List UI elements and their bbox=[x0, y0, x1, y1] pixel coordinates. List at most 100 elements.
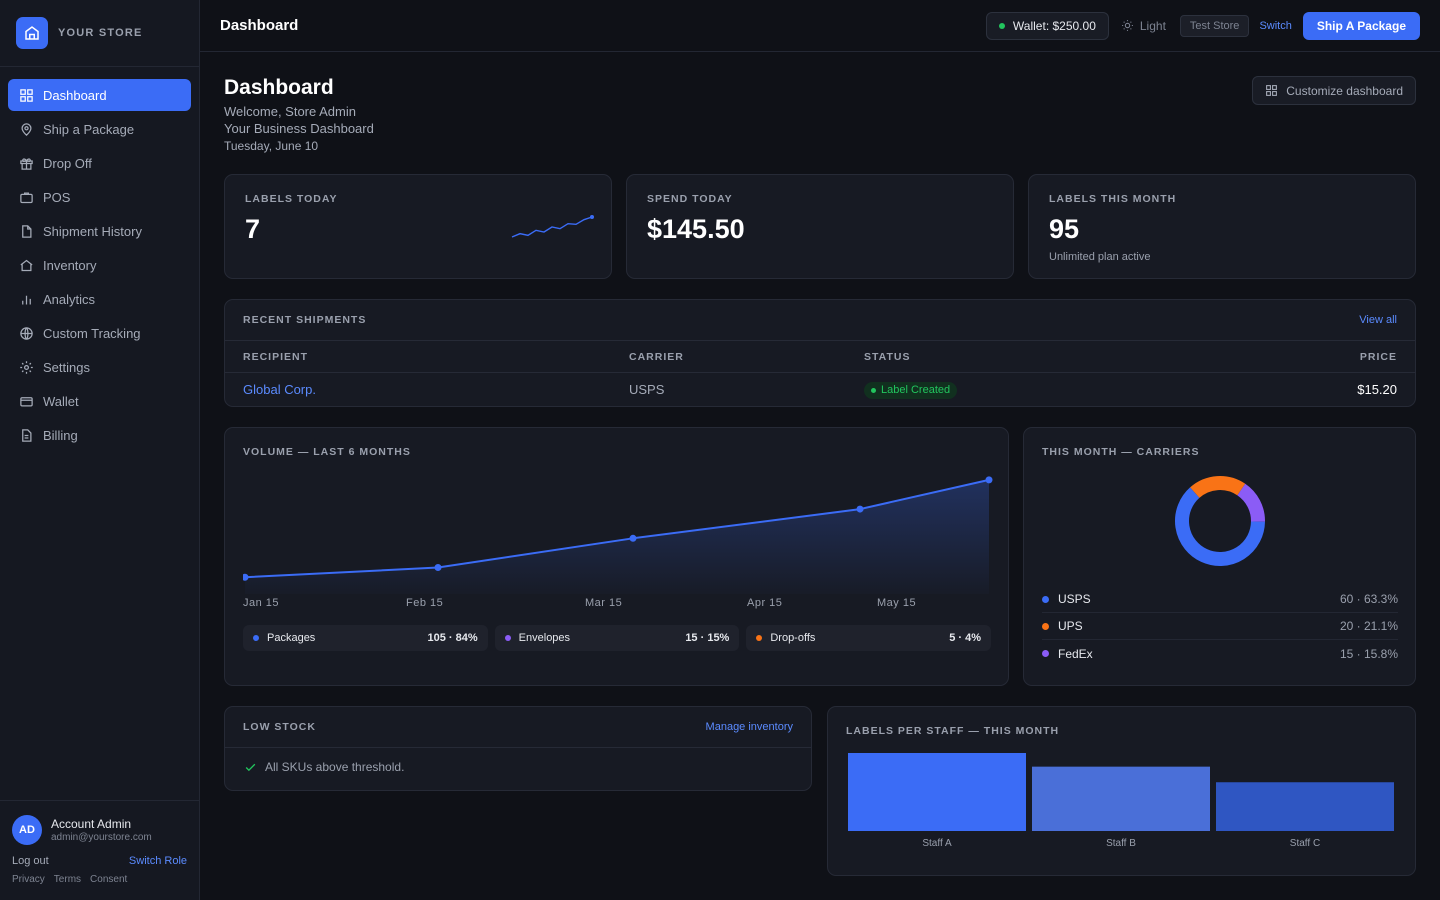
column-header-carrier[interactable]: CARRIER bbox=[629, 350, 684, 363]
legend-value: 15 · 15% bbox=[685, 632, 730, 644]
store-logo-icon[interactable] bbox=[16, 17, 48, 49]
sidebar-item-shipment-history[interactable]: Shipment History bbox=[8, 215, 191, 247]
donut-slice-usps bbox=[1175, 487, 1265, 566]
bar-label: Staff C bbox=[1290, 838, 1320, 849]
card-title: VOLUME — LAST 6 MONTHS bbox=[243, 446, 411, 458]
recipient-link[interactable]: Global Corp. bbox=[243, 382, 316, 397]
stat-label: LABELS THIS MONTH bbox=[1049, 193, 1177, 205]
card-title: RECENT SHIPMENTS bbox=[243, 314, 367, 326]
gear-icon bbox=[18, 359, 34, 375]
account-email: admin@yourstore.com bbox=[51, 832, 152, 843]
sidebar-item-analytics[interactable]: Analytics bbox=[8, 283, 191, 315]
price-cell: $15.20 bbox=[1357, 382, 1397, 397]
sidebar: YOUR STORE Dashboard Ship a Package Drop… bbox=[0, 0, 200, 900]
legend-name: Drop-offs bbox=[770, 632, 816, 644]
theme-toggle[interactable]: Light bbox=[1121, 19, 1166, 33]
legend-dot-icon bbox=[1042, 622, 1049, 630]
column-header-price[interactable]: PRICE bbox=[1359, 350, 1397, 363]
sidebar-item-label: Custom Tracking bbox=[43, 325, 141, 341]
file-icon bbox=[18, 223, 34, 239]
customize-dashboard-button[interactable]: Customize dashboard bbox=[1252, 76, 1416, 105]
ship-package-button[interactable]: Ship A Package bbox=[1302, 11, 1420, 40]
sidebar-item-billing[interactable]: Billing bbox=[8, 419, 191, 451]
column-header-status[interactable]: STATUS bbox=[864, 350, 911, 363]
sidebar-item-settings[interactable]: Settings bbox=[8, 351, 191, 383]
sidebar-item-dashboard[interactable]: Dashboard bbox=[8, 79, 191, 111]
sparkline-chart bbox=[511, 215, 594, 238]
carriers-list: USPS 60 · 63.3% UPS 20 · 21.1% FedEx 15 … bbox=[1042, 586, 1398, 667]
status-dot-icon bbox=[998, 22, 1005, 29]
manage-inventory-link[interactable]: Manage inventory bbox=[705, 721, 793, 733]
legend-dot-icon bbox=[504, 635, 511, 641]
stat-label: SPEND TODAY bbox=[647, 193, 733, 205]
status-badge: Label Created bbox=[864, 381, 958, 399]
low-stock-message: All SKUs above threshold. bbox=[265, 760, 405, 774]
list-item: USPS 60 · 63.3% bbox=[1042, 586, 1398, 613]
carrier-name: FedEx bbox=[1058, 646, 1093, 661]
check-icon bbox=[244, 761, 257, 774]
document-icon bbox=[18, 427, 34, 443]
x-tick-label: Mar 15 bbox=[585, 597, 623, 609]
list-item: FedEx 15 · 15.8% bbox=[1042, 640, 1398, 667]
bar-staff-a bbox=[848, 753, 1026, 831]
switch-role-link[interactable]: Switch Role bbox=[128, 855, 187, 867]
sidebar-item-label: Drop Off bbox=[43, 155, 92, 171]
stat-card-labels-month: LABELS THIS MONTH 95 Unlimited plan acti… bbox=[1028, 174, 1416, 279]
legend-value: 5 · 4% bbox=[949, 632, 982, 644]
bar-label: Staff A bbox=[922, 838, 952, 849]
topbar: Dashboard Wallet: $250.00 Light Test Sto… bbox=[200, 0, 1440, 52]
bar-label: Staff B bbox=[1106, 838, 1136, 849]
column-header-recipient[interactable]: RECIPIENT bbox=[243, 350, 309, 363]
bar-staff-b bbox=[1032, 766, 1210, 831]
legend-item-packages[interactable]: Packages 105 · 84% bbox=[243, 625, 488, 651]
legend-item-drop-offs[interactable]: Drop-offs 5 · 4% bbox=[746, 625, 992, 651]
sidebar-item-drop-off[interactable]: Drop Off bbox=[8, 147, 191, 179]
list-item: UPS 20 · 21.1% bbox=[1042, 613, 1398, 640]
sidebar-item-label: Ship a Package bbox=[43, 121, 135, 137]
terms-link[interactable]: Terms bbox=[53, 874, 82, 885]
wallet-balance-button[interactable]: Wallet: $250.00 bbox=[985, 11, 1109, 40]
staff-bar-chart: Staff A Staff B Staff C bbox=[848, 753, 1394, 849]
sidebar-item-ship-a-package[interactable]: Ship a Package bbox=[8, 113, 191, 145]
grid-icon bbox=[1265, 84, 1278, 97]
bar-chart-icon bbox=[18, 291, 34, 307]
consent-link[interactable]: Consent bbox=[90, 874, 128, 885]
logout-link[interactable]: Log out bbox=[12, 855, 49, 867]
volume-chart-card: VOLUME — LAST 6 MONTHS Jan 15 Feb 15 Mar… bbox=[224, 427, 1009, 686]
account-name: Account Admin bbox=[51, 817, 132, 831]
legend-name: Envelopes bbox=[518, 632, 571, 644]
privacy-link[interactable]: Privacy bbox=[12, 874, 45, 885]
sun-icon bbox=[1121, 19, 1134, 32]
stat-value: 7 bbox=[245, 214, 261, 244]
legend-value: 105 · 84% bbox=[427, 632, 478, 644]
legend-item-envelopes[interactable]: Envelopes 15 · 15% bbox=[494, 625, 740, 651]
wallet-balance: Wallet: $250.00 bbox=[1012, 18, 1096, 33]
gift-icon bbox=[18, 155, 34, 171]
switch-store-link[interactable]: Switch bbox=[1259, 19, 1292, 32]
topbar-title: Dashboard bbox=[220, 17, 299, 34]
sidebar-item-inventory[interactable]: Inventory bbox=[8, 249, 191, 281]
table-row[interactable]: Global Corp. USPS Label Created $15.20 bbox=[225, 373, 1415, 406]
carrier-name: USPS bbox=[1058, 592, 1091, 606]
carrier-name: UPS bbox=[1058, 619, 1083, 633]
card-title: THIS MONTH — CARRIERS bbox=[1042, 446, 1200, 458]
legend-name: Packages bbox=[267, 632, 316, 644]
view-all-link[interactable]: View all bbox=[1359, 314, 1397, 326]
sidebar-item-label: Shipment History bbox=[43, 223, 142, 239]
grid-icon bbox=[18, 87, 34, 103]
sidebar-item-pos[interactable]: POS bbox=[8, 181, 191, 213]
bar-staff-c bbox=[1216, 782, 1394, 831]
sidebar-item-label: Inventory bbox=[43, 257, 97, 273]
data-point bbox=[434, 564, 442, 572]
sidebar-item-wallet[interactable]: Wallet bbox=[8, 385, 191, 417]
sidebar-item-custom-tracking[interactable]: Custom Tracking bbox=[8, 317, 191, 349]
data-point bbox=[243, 573, 249, 581]
card-title: LOW STOCK bbox=[243, 721, 316, 733]
account-info: AD Account Admin admin@yourstore.com bbox=[12, 815, 187, 845]
avatar[interactable]: AD bbox=[12, 815, 42, 845]
theme-label: Light bbox=[1139, 18, 1166, 33]
donut-slice-fedex bbox=[1237, 483, 1265, 522]
legend-dot-icon bbox=[756, 635, 763, 641]
stat-label: LABELS TODAY bbox=[245, 193, 338, 205]
volume-legend: Packages 105 · 84% Envelopes 15 · 15% Dr… bbox=[243, 625, 992, 651]
